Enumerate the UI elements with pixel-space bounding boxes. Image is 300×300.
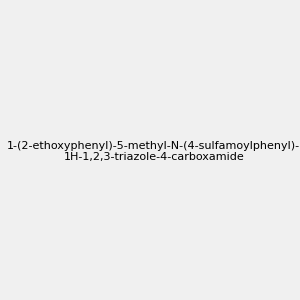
- Text: 1-(2-ethoxyphenyl)-5-methyl-N-(4-sulfamoylphenyl)-
1H-1,2,3-triazole-4-carboxami: 1-(2-ethoxyphenyl)-5-methyl-N-(4-sulfamo…: [7, 141, 300, 162]
